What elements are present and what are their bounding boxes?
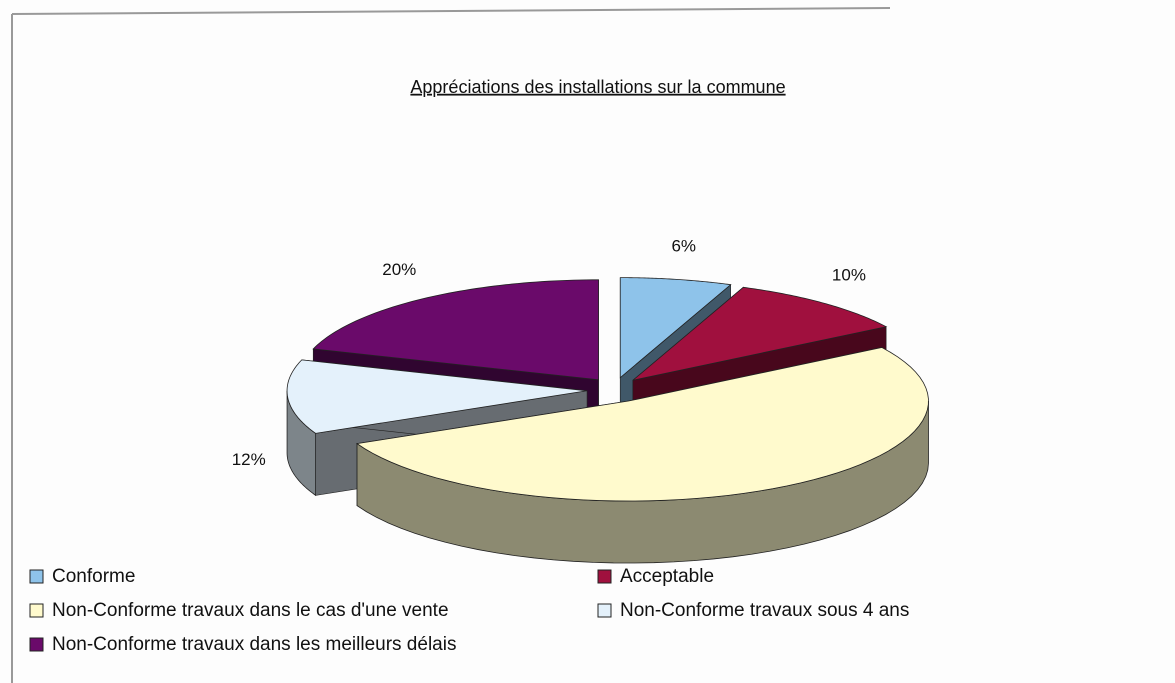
legend-swatch bbox=[597, 603, 612, 618]
legend: Conforme Acceptable Non-Conforme travaux d… bbox=[29, 566, 909, 655]
legend-label: Non-Conforme travaux sous 4 ans bbox=[620, 600, 909, 621]
legend-label: Non-Conforme travaux dans le cas d'une v… bbox=[52, 600, 449, 621]
chart-title: Appréciations des installations sur la c… bbox=[410, 77, 785, 97]
data-label: 6% bbox=[671, 236, 696, 255]
legend-label: Acceptable bbox=[620, 566, 714, 587]
legend-label: Non-Conforme travaux dans les meilleurs … bbox=[52, 634, 456, 655]
slice-top bbox=[355, 347, 929, 502]
slice-top bbox=[619, 277, 732, 379]
pie: 6% 10% 12% 20% bbox=[232, 236, 929, 564]
slice-top bbox=[632, 286, 888, 381]
frame-top bbox=[11, 7, 891, 15]
data-label: 12% bbox=[232, 450, 266, 469]
legend-swatch bbox=[29, 603, 44, 618]
slice-top bbox=[286, 359, 588, 434]
slice bbox=[355, 347, 929, 564]
legend-swatch bbox=[29, 637, 44, 652]
legend-label: Conforme bbox=[52, 566, 135, 587]
data-label: 20% bbox=[382, 260, 416, 279]
slice-top bbox=[312, 279, 599, 381]
legend-swatch bbox=[29, 569, 44, 584]
legend-swatch bbox=[597, 569, 612, 584]
data-label: 10% bbox=[832, 265, 866, 284]
